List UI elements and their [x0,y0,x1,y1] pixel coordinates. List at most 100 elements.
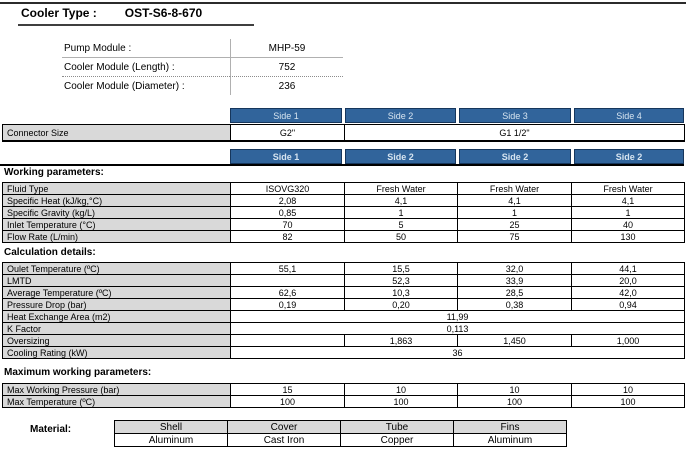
material-value-cell: Copper [341,434,453,446]
table-cell-span: 0,113 [231,323,684,334]
module-row-label: Pump Module : [62,39,230,58]
table-cell: 0,85 [231,207,344,218]
side-header-cell: Side 2 [345,108,456,123]
material-table: Shell Cover Tube Fins Aluminum Cast Iron… [114,420,567,447]
table-cell: 100 [572,396,684,407]
table-cell: 1 [572,207,684,218]
table-cell: 100 [345,396,457,407]
row-label: Inlet Temperature (°C) [3,219,230,230]
table-cell-span: 36 [231,347,684,358]
material-value-cell: Cast Iron [228,434,340,446]
table-cell: 52,3 [345,275,457,286]
top-rule [0,2,686,4]
cooler-type-label: Cooler Type : [21,6,97,20]
table-cell: 1,000 [572,335,684,346]
calculation-details-title: Calculation details: [4,247,96,258]
row-label: LMTD [3,275,230,286]
side-header-cell: Side 1 [230,108,342,123]
material-header-cell: Tube [341,421,453,433]
table-cell: 0,20 [345,299,457,310]
table-cell: ISOVG320 [231,183,344,194]
table-cell: 20,0 [572,275,684,286]
module-row-value: MHP-59 [230,39,343,58]
row-label: Heat Exchange Area (m2) [3,311,230,322]
table-cell: 40 [572,219,684,230]
table-cell: Fresh Water [572,183,684,194]
row-label: Oversizing [3,335,230,346]
table-cell [231,335,344,346]
table-cell: 10 [458,384,571,395]
row-label: Oulet Temperature (ºC) [3,263,230,274]
header-spacer [2,149,227,164]
row-label: Average Temperature (ºC) [3,287,230,298]
row-label: Specific Heat (kJ/kg,°C) [3,195,230,206]
side-header-cell: Side 3 [459,108,571,123]
table-cell: 75 [458,231,571,242]
table-cell: Fresh Water [345,183,457,194]
material-value-cell: Aluminum [115,434,227,446]
table-cell: 32,0 [458,263,571,274]
table-cell: 15,5 [345,263,457,274]
table-cell: 70 [231,219,344,230]
page-title: Cooler Type : OST-S6-8-670 [18,6,254,26]
row-label: Cooling Rating (kW) [3,347,230,358]
table-cell: 1 [458,207,571,218]
table-cell: 5 [345,219,457,230]
table-cell: 25 [458,219,571,230]
working-parameters-table: Fluid Type ISOVG320 Fresh Water Fresh Wa… [2,182,685,243]
table-cell: 28,5 [458,287,571,298]
table-cell: 100 [458,396,571,407]
table-cell: 1,863 [345,335,457,346]
table-cell: 1 [345,207,457,218]
header-spacer [2,108,227,123]
connector-side1-value: G2" [231,125,344,140]
side-header-cell: Side 2 [345,149,456,164]
table-cell: 82 [231,231,344,242]
material-value-cell: Aluminum [454,434,566,446]
module-row-value: 752 [230,58,343,77]
sides-header-top: Side 1 Side 2 Side 3 Side 4 [2,108,684,123]
cooler-type-value: OST-S6-8-670 [124,6,203,20]
table-cell [231,275,344,286]
module-row-label: Cooler Module (Diameter) : [64,80,185,92]
row-label: K Factor [3,323,230,334]
table-cell-span: 11,99 [231,311,684,322]
connector-size-label: Connector Size [3,125,230,140]
side-header-cell: Side 2 [459,149,571,164]
table-cell: 0,19 [231,299,344,310]
material-label: Material: [30,424,72,435]
table-cell: 4,1 [345,195,457,206]
table-cell: Fresh Water [458,183,571,194]
sides-header-main: Side 1 Side 2 Side 2 Side 2 [2,149,684,164]
row-label: Pressure Drop (bar) [3,299,230,310]
calculation-details-table: Oulet Temperature (ºC) 55,1 15,5 32,0 44… [2,262,685,359]
side-header-cell: Side 1 [230,149,342,164]
table-cell: 4,1 [572,195,684,206]
row-label: Fluid Type [3,183,230,194]
material-header-cell: Cover [228,421,340,433]
table-cell: 15 [231,384,344,395]
table-cell: 0,38 [458,299,571,310]
table-cell: 100 [231,396,344,407]
module-row-value: 236 [230,77,343,95]
row-label: Specific Gravity (kg/L) [3,207,230,218]
connector-sides234-value: G1 1/2" [345,125,684,140]
working-parameters-title: Working parameters: [4,167,104,178]
row-label: Max Working Pressure (bar) [3,384,230,395]
material-header-cell: Shell [115,421,227,433]
side-header-cell: Side 4 [574,108,684,123]
table-cell: 10 [572,384,684,395]
table-cell: 10 [345,384,457,395]
module-row-label: Cooler Module (Length) : [62,58,230,77]
side-header-cell: Side 2 [574,149,684,164]
row-label: Max Temperature (ºC) [3,396,230,407]
section-divider [0,164,684,166]
maximum-parameters-table: Max Working Pressure (bar) 15 10 10 10 M… [2,383,685,408]
table-cell: 1,450 [458,335,571,346]
table-cell: 42,0 [572,287,684,298]
table-cell: 130 [572,231,684,242]
table-cell: 44,1 [572,263,684,274]
table-cell: 2,08 [231,195,344,206]
table-cell: 33,9 [458,275,571,286]
